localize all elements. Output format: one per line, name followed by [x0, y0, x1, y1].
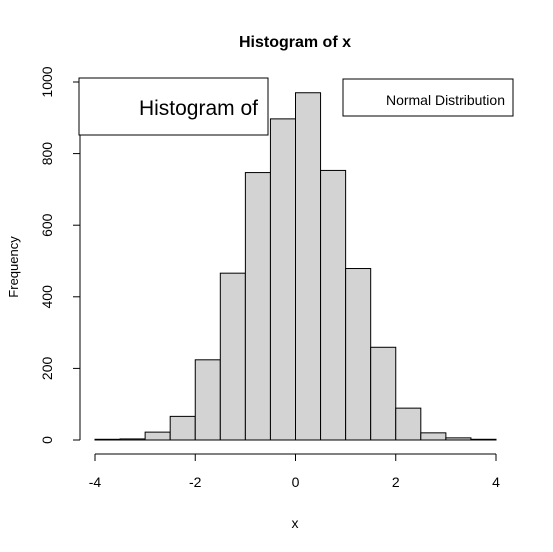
- histogram-bar: [470, 438, 497, 441]
- legend-box: [342, 78, 514, 117]
- histogram-bar: [370, 346, 397, 441]
- y-tick-label: 400: [39, 285, 55, 309]
- x-axis-label: x: [292, 515, 299, 531]
- histogram-bar: [395, 407, 422, 441]
- legend-box: [78, 77, 269, 136]
- bars-group: [94, 92, 497, 441]
- x-tick-label: 4: [492, 474, 500, 490]
- histogram-bar: [244, 172, 271, 441]
- histogram-bar: [119, 438, 146, 441]
- histogram-bar: [420, 432, 447, 441]
- histogram-bar: [320, 169, 347, 441]
- y-axis: 0 200 400 600 800 1000: [39, 66, 81, 444]
- y-tick-label: 0: [39, 436, 55, 444]
- histogram-bar: [144, 431, 171, 441]
- histogram-bar: [269, 118, 296, 441]
- x-tick-label: -4: [89, 474, 102, 490]
- x-tick-label: -2: [189, 474, 202, 490]
- legend-text: Normal Distribution: [386, 92, 505, 108]
- y-axis-label: Frequency: [6, 236, 21, 298]
- chart-title: Histogram of x: [239, 34, 351, 51]
- y-tick-label: 200: [39, 357, 55, 381]
- histogram-bar: [94, 438, 121, 441]
- histogram-bar: [219, 272, 246, 441]
- histogram-bar: [295, 92, 322, 441]
- x-axis: -4 -2 0 2 4: [89, 453, 500, 490]
- legends-group: Histogram of Normal Distribution: [78, 77, 514, 136]
- histogram-bar: [445, 437, 472, 441]
- histogram-bar: [345, 268, 372, 441]
- x-tick-label: 0: [292, 474, 300, 490]
- y-tick-label: 1000: [39, 66, 55, 97]
- histogram-bar: [169, 415, 196, 441]
- y-tick-label: 600: [39, 213, 55, 237]
- x-tick-label: 2: [392, 474, 400, 490]
- y-tick-label: 800: [39, 142, 55, 166]
- histogram-bar: [194, 359, 221, 441]
- legend-text: Histogram of: [139, 97, 258, 120]
